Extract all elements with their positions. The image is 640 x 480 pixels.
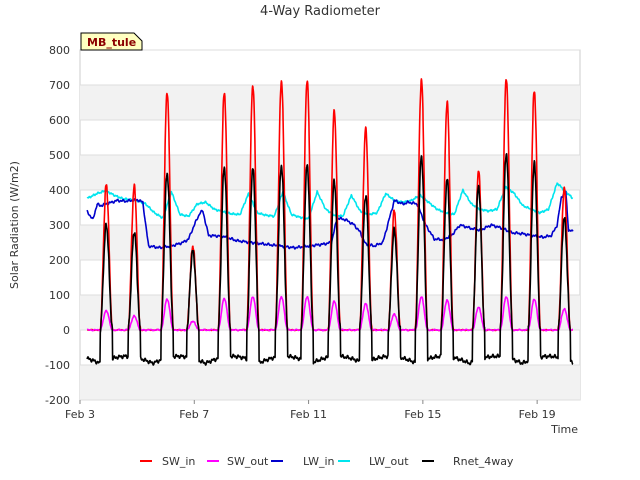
series-line-rnet-4way bbox=[86, 153, 574, 366]
x-tick-label: Feb 19 bbox=[519, 408, 556, 421]
gridlines bbox=[80, 49, 580, 401]
series-layer bbox=[86, 78, 574, 366]
site-tag: MB_tule bbox=[80, 32, 143, 51]
site-tag-label: MB_tule bbox=[87, 36, 136, 49]
y-tick-label: 300 bbox=[49, 219, 70, 232]
legend-label-lw-in: LW_in bbox=[303, 455, 335, 468]
legend-label-sw-out: SW_out bbox=[227, 455, 269, 468]
plot-band bbox=[80, 365, 580, 400]
y-tick-label: -200 bbox=[45, 394, 70, 407]
x-tick-label: Feb 7 bbox=[179, 408, 209, 421]
plot-band bbox=[80, 155, 580, 190]
y-tick-label: 800 bbox=[49, 44, 70, 57]
y-tick-label: 400 bbox=[49, 184, 70, 197]
y-tick-label: 500 bbox=[49, 149, 70, 162]
y-axis-ticks: -200 -100 0 100 200 300 400 500 600 700 800 bbox=[45, 44, 70, 407]
legend-label-lw-out: LW_out bbox=[369, 455, 409, 468]
x-axis-ticks: Feb 3 Feb 7 Feb 11 Feb 15 Feb 19 bbox=[65, 400, 556, 421]
y-tick-label: 100 bbox=[49, 289, 70, 302]
plot-band bbox=[80, 85, 580, 120]
y-tick-label: 200 bbox=[49, 254, 70, 267]
series-line-sw-out bbox=[86, 295, 574, 332]
x-tick-label: Feb 11 bbox=[290, 408, 327, 421]
y-tick-label: 0 bbox=[63, 324, 70, 337]
site-tag-box bbox=[80, 32, 143, 51]
y-tick-label: 600 bbox=[49, 114, 70, 127]
legend: SW_in SW_out LW_in LW_out Rnet_4way bbox=[140, 455, 514, 468]
y-axis-label: Solar Radiation (W/m2) bbox=[8, 161, 21, 289]
chart-title: 4-Way Radiometer bbox=[260, 4, 381, 19]
x-tick-label: Feb 3 bbox=[65, 408, 95, 421]
legend-label-sw-in: SW_in bbox=[162, 455, 195, 468]
x-tick-label: Feb 15 bbox=[404, 408, 441, 421]
y-tick-label: 700 bbox=[49, 79, 70, 92]
legend-label-rnet-4way: Rnet_4way bbox=[453, 455, 514, 468]
x-axis-label: Time bbox=[550, 423, 578, 436]
y-tick-label: -100 bbox=[45, 359, 70, 372]
series-line-lw-out bbox=[86, 182, 574, 220]
